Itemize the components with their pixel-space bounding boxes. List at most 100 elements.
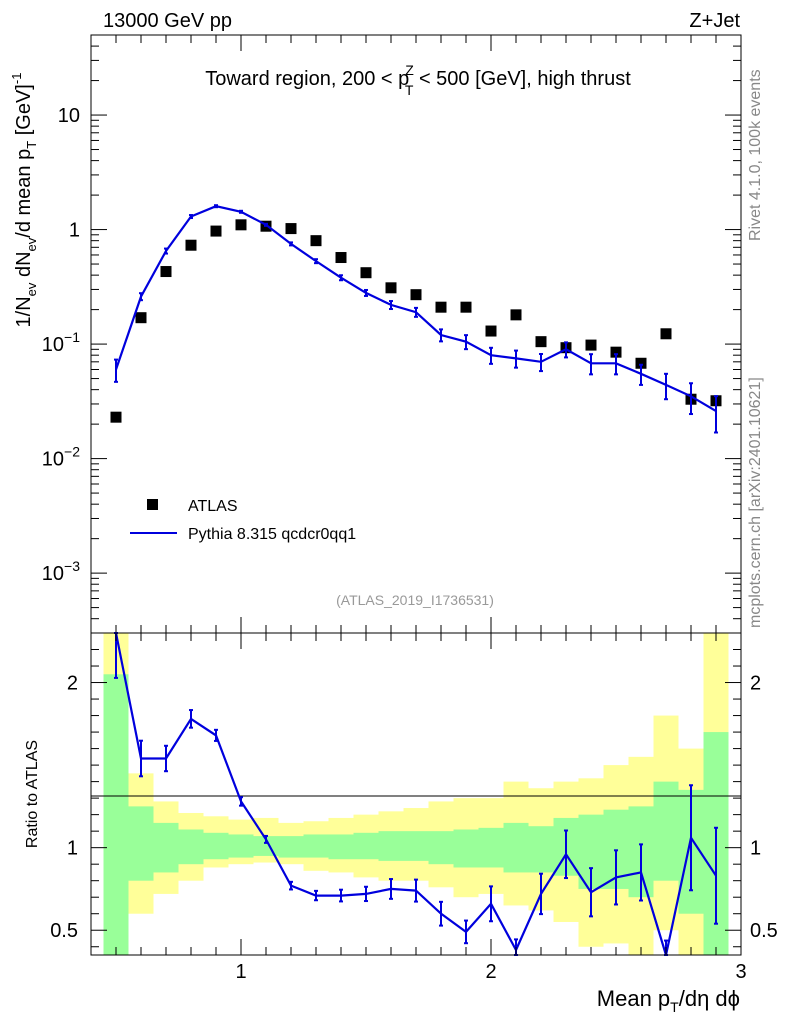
atlas-data-point bbox=[485, 325, 497, 337]
main-y-tick-label-exponent: −1 bbox=[64, 329, 80, 345]
main-y-tick-label: 10−3 bbox=[42, 558, 80, 585]
ratio-y-tick-label-right: 0.5 bbox=[750, 920, 778, 942]
atlas-data-point bbox=[135, 312, 147, 324]
atlas-data-point bbox=[610, 346, 622, 358]
atlas-data-point bbox=[660, 328, 672, 340]
x-tick-label: 3 bbox=[735, 961, 746, 983]
atlas-data-point bbox=[185, 239, 197, 251]
ylabel-d-sup: -1 bbox=[9, 73, 24, 85]
ratio-band-inner bbox=[378, 831, 404, 861]
main-plot-marks bbox=[110, 204, 722, 434]
atlas-data-point bbox=[435, 301, 447, 313]
main-axis-ticks bbox=[90, 34, 742, 634]
ratio-panel: 2 2 1 1 0.5 0.5 1 2 3 Ratio to ATLAS Mean pT/dη… bbox=[24, 632, 778, 1015]
atlas-data-point bbox=[410, 289, 422, 301]
x-axis-label: Mean pT/dη dϕ bbox=[597, 986, 740, 1015]
ratio-y-tick-label-left: 2 bbox=[67, 673, 78, 695]
ratio-band-inner bbox=[103, 674, 129, 955]
ylabel-b-sub: ev bbox=[24, 237, 39, 251]
ratio-band-inner bbox=[453, 829, 479, 868]
main-y-tick-label: 1 bbox=[69, 220, 80, 242]
atlas-data-point bbox=[510, 309, 522, 321]
ratio-band-inner bbox=[353, 832, 379, 860]
plot-title-post: < 500 [GeV], high thrust bbox=[413, 68, 631, 90]
ratio-y-tick-label-left: 0.5 bbox=[50, 920, 78, 942]
main-y-tick-label-base: 10 bbox=[42, 563, 64, 585]
ratio-band-inner bbox=[228, 834, 254, 858]
x-tick-label: 2 bbox=[485, 961, 496, 983]
ratio-band-inner bbox=[153, 822, 179, 873]
ratio-y-axis-label: Ratio to ATLAS bbox=[24, 740, 41, 848]
ratio-band-inner bbox=[653, 781, 679, 881]
xlabel-main: Mean p bbox=[597, 986, 670, 1011]
x-tick-labels: 1 2 3 bbox=[235, 961, 746, 983]
ratio-band-inner bbox=[178, 829, 204, 865]
legend-atlas-label: ATLAS bbox=[188, 498, 238, 515]
atlas-data-point bbox=[285, 223, 297, 235]
mc-series-line bbox=[114, 205, 717, 413]
plot-title-sup: Z bbox=[405, 62, 414, 78]
atlas-data-point bbox=[160, 266, 172, 278]
ylabel-b: dN bbox=[13, 251, 35, 282]
atlas-data-point bbox=[210, 225, 222, 237]
ratio-band-inner bbox=[278, 836, 304, 858]
ylabel-c: /d mean p bbox=[13, 149, 35, 238]
atlas-data-point bbox=[460, 301, 472, 313]
main-y-tick-label-base: 10 bbox=[42, 334, 64, 356]
ylabel-c-sub: T bbox=[24, 141, 39, 149]
ylabel-a: 1/N bbox=[13, 296, 35, 327]
ratio-mc-line bbox=[114, 632, 717, 956]
plot-title-sub: T bbox=[405, 82, 414, 98]
legend-mc-label: Pythia 8.315 qcdcr0qq1 bbox=[188, 526, 356, 543]
main-frame bbox=[90, 34, 742, 634]
ratio-band-inner bbox=[128, 806, 154, 881]
legend: ATLAS Pythia 8.315 qcdcr0qq1 bbox=[130, 498, 356, 543]
main-y-tick-label: 10 bbox=[58, 105, 80, 127]
main-y-tick-label-base: 1 bbox=[69, 220, 80, 242]
energy-label: 13000 GeV pp bbox=[103, 10, 232, 32]
ratio-y-tick-labels: 2 2 1 1 0.5 0.5 bbox=[50, 673, 778, 943]
ratio-band-inner bbox=[503, 822, 529, 873]
ratio-axis-ticks bbox=[90, 633, 742, 955]
ratio-y-tick-label-left: 1 bbox=[67, 838, 78, 860]
ratio-bands bbox=[103, 633, 729, 955]
ratio-band-inner bbox=[428, 831, 454, 865]
ylabel-d: [GeV] bbox=[13, 84, 35, 141]
main-y-tick-label-base: 10 bbox=[42, 449, 64, 471]
ratio-band-inner bbox=[403, 831, 429, 861]
xlabel-post: /dη dϕ bbox=[679, 986, 740, 1011]
main-y-tick-label: 10−1 bbox=[42, 329, 80, 356]
ratio-band-inner bbox=[203, 832, 229, 860]
ratio-band-inner bbox=[328, 834, 354, 860]
ratio-y-tick-label-right: 1 bbox=[750, 838, 761, 860]
plot-title: Toward region, 200 < pZ T < 500 [GeV], hi… bbox=[205, 62, 631, 98]
main-y-tick-label: 10−2 bbox=[42, 444, 80, 471]
ratio-band-inner bbox=[303, 834, 329, 858]
main-y-tick-label-exponent: −2 bbox=[64, 444, 80, 460]
atlas-data-point bbox=[310, 235, 322, 247]
ratio-y-tick-label-right: 2 bbox=[750, 673, 761, 695]
legend-atlas-marker bbox=[147, 499, 158, 510]
atlas-data-point bbox=[385, 282, 397, 294]
atlas-data-point bbox=[585, 339, 597, 351]
atlas-data-point bbox=[235, 219, 247, 231]
atlas-data-point bbox=[635, 357, 647, 369]
analysis-id-label: (ATLAS_2019_I1736531) bbox=[336, 592, 494, 608]
atlas-data-point bbox=[110, 411, 122, 423]
atlas-data-point bbox=[360, 267, 372, 279]
ratio-band-inner bbox=[478, 827, 504, 868]
mcplots-label: mcplots.cern.ch [arXiv:2401.10621] bbox=[747, 377, 764, 628]
atlas-data-point bbox=[335, 252, 347, 264]
ylabel-a-sub: ev bbox=[24, 282, 39, 296]
xlabel-sub: T bbox=[670, 999, 679, 1015]
x-tick-label: 1 bbox=[235, 961, 246, 983]
process-label: Z+Jet bbox=[689, 10, 740, 32]
rivet-version-label: Rivet 4.1.0, 100k events bbox=[747, 69, 764, 241]
main-y-tick-label-exponent: −3 bbox=[64, 558, 80, 574]
ratio-band-inner bbox=[528, 826, 554, 873]
y-axis-label: 1/Nev dNev/d mean pT [GeV]-1 bbox=[9, 73, 39, 328]
plot-title-pre: Toward region, 200 < p bbox=[205, 68, 409, 90]
atlas-data-point bbox=[535, 336, 547, 348]
